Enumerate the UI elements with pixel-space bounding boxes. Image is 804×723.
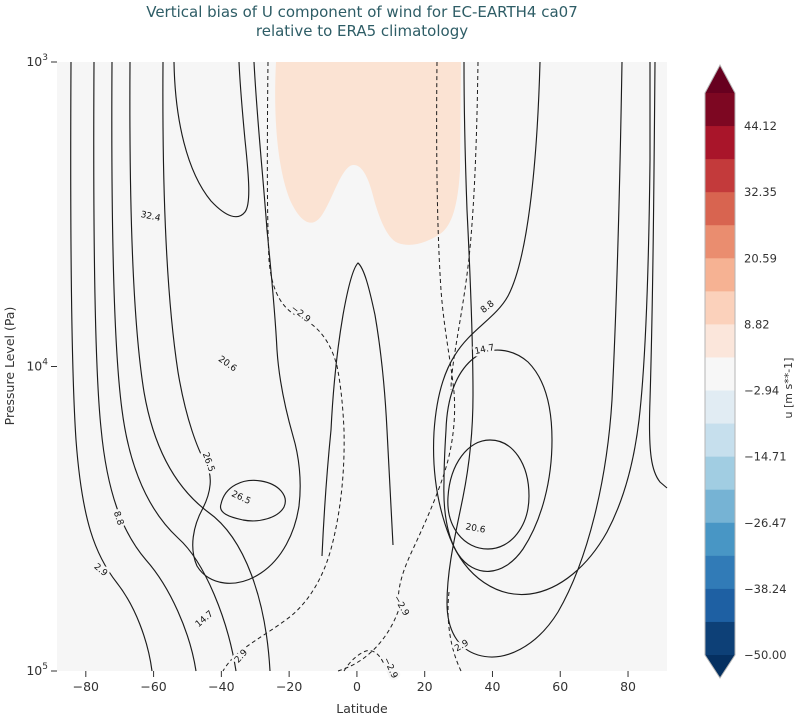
x-tick-label: 80 bbox=[620, 679, 636, 694]
colorbar-segment bbox=[705, 126, 735, 160]
y-tick-label: 103 bbox=[26, 53, 48, 69]
colorbar-tick-label: 8.82 bbox=[744, 317, 770, 331]
contour-neg2p9-bottom-right bbox=[447, 591, 462, 672]
x-tick-label: 20 bbox=[417, 679, 433, 694]
y-tick-label: 104 bbox=[26, 358, 48, 374]
chart-title-line1: Vertical bias of U component of wind for… bbox=[146, 3, 578, 21]
colorbar-tick-label: 20.59 bbox=[744, 251, 777, 265]
colorbar-segment bbox=[705, 555, 735, 590]
contour-neg2p9-right-upper bbox=[450, 61, 479, 391]
contour-20p6-sh bbox=[129, 61, 271, 672]
y-tick-exponent: 4 bbox=[42, 358, 48, 368]
contour-26p5-sh-core-loop bbox=[219, 479, 286, 522]
x-tick-label: −40 bbox=[208, 679, 234, 694]
contour-8p8-sh bbox=[93, 61, 197, 672]
x-tick-label: −80 bbox=[73, 679, 99, 694]
colorbar-segment bbox=[705, 258, 735, 292]
y-tick-label: 105 bbox=[26, 662, 48, 678]
colorbar-segment bbox=[705, 390, 735, 425]
colorbar-segment bbox=[705, 522, 735, 557]
colorbar-tick-label: 32.35 bbox=[744, 185, 777, 199]
chart-title-line2: relative to ERA5 climatology bbox=[255, 22, 469, 40]
contour-2p9-sh bbox=[70, 61, 153, 672]
contour-2p9-equator-dome bbox=[321, 262, 394, 557]
colorbar-segment bbox=[705, 159, 735, 193]
colorbar-tick-label: −14.71 bbox=[744, 450, 787, 464]
x-tick-label: −60 bbox=[140, 679, 166, 694]
chart-title: Vertical bias of U component of wind for… bbox=[57, 3, 667, 41]
contour-neg2p9-surface-hump bbox=[343, 650, 392, 672]
colorbar: 44.12 32.35 20.59 8.82 −2.94 −14.71 −26.47 −38.… bbox=[704, 63, 787, 679]
dashed-contour-lines bbox=[222, 61, 479, 672]
colorbar-tick-label: −26.47 bbox=[744, 516, 787, 530]
y-axis: 103 104 105 bbox=[26, 53, 57, 678]
contour-14p7-sh bbox=[111, 61, 237, 672]
colorbar-segment bbox=[705, 93, 735, 127]
x-axis: −80 −60 −40 −20 0 20 40 60 80 bbox=[73, 671, 636, 694]
x-axis-label: Latitude bbox=[336, 701, 388, 716]
colorbar-under-arrow bbox=[705, 655, 735, 678]
contour-neg2p9-right bbox=[337, 61, 456, 672]
colorbar-segment bbox=[705, 225, 735, 259]
contour-14p7-nh bbox=[443, 349, 553, 572]
colorbar-over-arrow bbox=[705, 65, 735, 93]
y-axis-label: Pressure Level (Pa) bbox=[2, 307, 17, 426]
y-tick-exponent: 3 bbox=[42, 53, 48, 63]
colorbar-segment bbox=[705, 621, 735, 656]
x-tick-label: 40 bbox=[485, 679, 501, 694]
x-tick-label: −20 bbox=[276, 679, 302, 694]
colorbar-segment bbox=[705, 324, 735, 358]
x-tick-label: 60 bbox=[552, 679, 568, 694]
contour-20p6-nh-core-loop bbox=[447, 439, 530, 550]
contour-32p4-sh bbox=[173, 61, 250, 218]
colorbar-segment bbox=[705, 456, 735, 491]
colorbar-outline bbox=[704, 63, 736, 679]
positive-bias-fill-region bbox=[275, 62, 461, 245]
colorbar-segment bbox=[705, 489, 735, 524]
colorbar-segment bbox=[705, 192, 735, 226]
contour-26p5-sh-outer bbox=[162, 61, 301, 584]
colorbar-unit-label: u [m s**-1] bbox=[782, 358, 795, 419]
y-tick-exponent: 5 bbox=[42, 662, 48, 672]
colorbar-segment bbox=[705, 423, 735, 458]
colorbar-segment bbox=[705, 357, 735, 392]
x-tick-label: 0 bbox=[353, 679, 361, 694]
colorbar-tick-label: −2.94 bbox=[744, 384, 779, 398]
colorbar-segment bbox=[705, 588, 735, 623]
solid-contour-lines bbox=[70, 61, 668, 672]
colorbar-tick-label: 44.12 bbox=[744, 119, 777, 133]
colorbar-tick-label: −38.24 bbox=[744, 582, 787, 596]
colorbar-tick-label: −50.00 bbox=[744, 648, 787, 662]
colorbar-segment bbox=[705, 291, 735, 325]
contour-neg2p9-left bbox=[222, 61, 345, 672]
contour-2p9-nh-outer bbox=[648, 61, 668, 489]
